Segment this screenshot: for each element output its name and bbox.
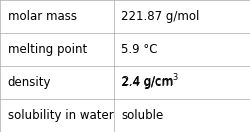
- Text: density: density: [8, 76, 51, 89]
- Text: 5.9 °C: 5.9 °C: [121, 43, 158, 56]
- Text: solubility in water: solubility in water: [8, 109, 113, 122]
- Text: 2.4 g/cm: 2.4 g/cm: [121, 76, 173, 89]
- Text: soluble: soluble: [121, 109, 164, 122]
- Text: molar mass: molar mass: [8, 10, 76, 23]
- Text: melting point: melting point: [8, 43, 87, 56]
- Text: 221.87 g/mol: 221.87 g/mol: [121, 10, 200, 23]
- Text: 2.4 g/cm$^{3}$: 2.4 g/cm$^{3}$: [121, 73, 180, 92]
